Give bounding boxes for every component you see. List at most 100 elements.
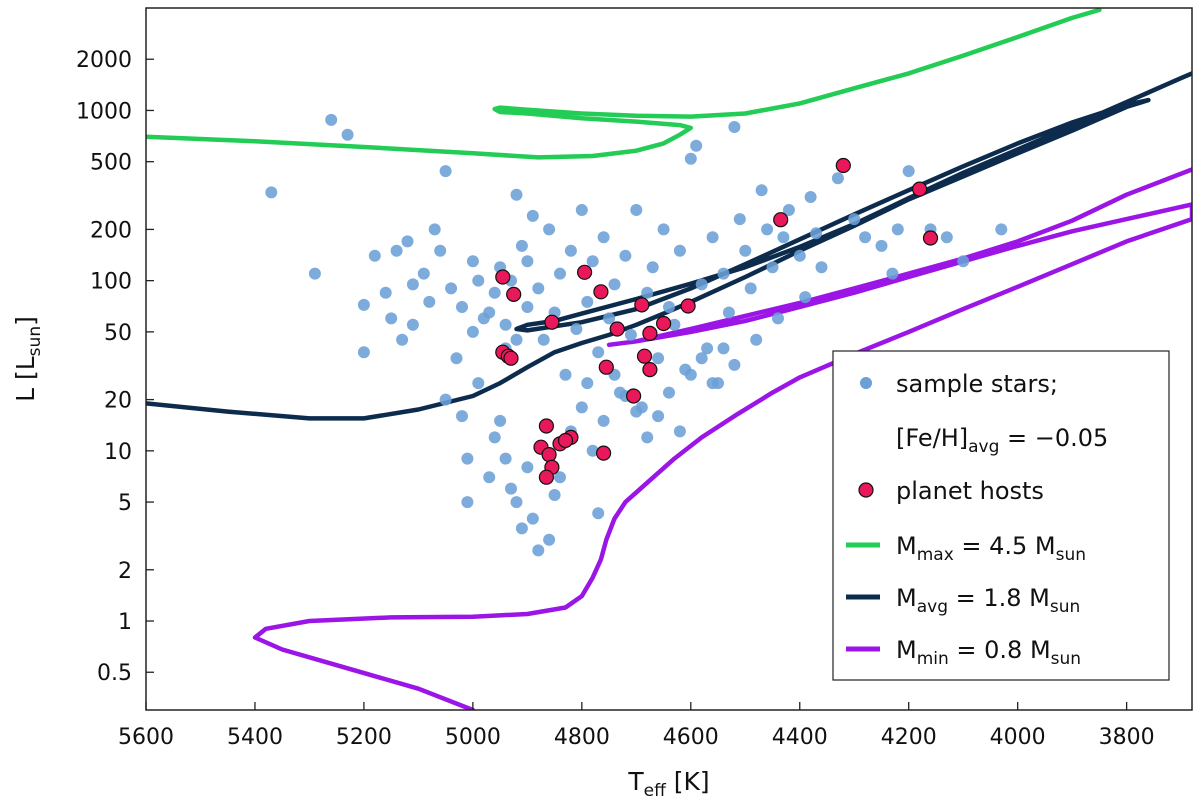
sample-star-point-64 [739, 244, 752, 257]
sample-star-point-25 [526, 209, 539, 222]
sample-star-point-124 [368, 249, 381, 262]
y-tick-label-1000: 1000 [76, 99, 132, 124]
sample-star-point-51 [668, 318, 681, 331]
sample-star-point-119 [472, 377, 485, 390]
sample-star-point-15 [461, 452, 474, 465]
planet-host-point-6 [576, 264, 593, 280]
sample-star-point-102 [575, 401, 588, 414]
sample-star-point-75 [804, 191, 817, 203]
planet-host-point-10 [642, 325, 658, 341]
sample-star-point-65 [744, 282, 757, 295]
sample-star-point-1 [308, 267, 321, 280]
sample-star-point-33 [570, 323, 583, 335]
planet-host-point-25 [557, 432, 574, 449]
sample-star-point-125 [379, 286, 392, 299]
sample-star-point-132 [466, 325, 479, 338]
sample-star-point-40 [608, 278, 621, 291]
sample-star-point-35 [581, 295, 594, 308]
sample-star-point-136 [510, 333, 523, 346]
x-tick-label-4400: 4400 [772, 725, 828, 750]
planet-host-point-7 [593, 284, 609, 300]
planet-host-point-20 [541, 447, 557, 463]
sample-star-point-100 [554, 471, 566, 484]
sample-star-point-9 [406, 278, 419, 291]
y-axis: 0.5 1 2 5 10 20 50 100 200 500 1000 2000 [76, 48, 154, 686]
sample-star-point-62 [728, 121, 741, 133]
track-line-2 [252, 167, 1192, 710]
sample-star-point-113 [673, 425, 686, 438]
sample-star-point-60 [717, 267, 730, 280]
planet-host-point-5 [544, 314, 560, 330]
sample-star-point-31 [559, 368, 572, 381]
sample-star-point-71 [777, 231, 790, 244]
sample-star-point-70 [772, 312, 784, 325]
sample-star-point-120 [456, 410, 468, 423]
legend-mmin-label: Mmin = 0.8 Msun [896, 636, 1081, 669]
y-tick-label-20: 20 [104, 389, 132, 414]
sample-star-point-90 [494, 414, 507, 427]
planet-host-point-8 [609, 321, 625, 337]
sample-star-point-39 [603, 312, 616, 325]
sample-star-point-32 [564, 244, 577, 257]
sample-star-point-87 [940, 231, 953, 244]
sample-star-point-13 [439, 165, 452, 178]
sample-star-point-126 [385, 312, 398, 325]
sample-star-point-46 [641, 286, 654, 299]
y-tick-label-0.5: 0.5 [97, 661, 132, 686]
sample-star-point-115 [695, 352, 708, 365]
y-tick-label-500: 500 [90, 151, 132, 176]
sample-star-point-14 [450, 352, 463, 365]
sample-star-point-57 [701, 342, 714, 355]
sample-star-point-98 [543, 533, 556, 546]
y-tick-label-10: 10 [104, 440, 132, 465]
planet-host-point-13 [636, 348, 653, 364]
track-line-0 [146, 8, 1102, 160]
sample-star-point-34 [575, 204, 588, 216]
sample-star-point-104 [586, 444, 599, 457]
y-tick-label-200: 200 [90, 218, 132, 243]
sample-star-point-110 [641, 431, 654, 444]
sample-star-point-122 [461, 496, 474, 509]
y-tick-label-1: 1 [118, 610, 132, 635]
sample-star-point-54 [684, 152, 697, 165]
track-line-1 [146, 71, 1192, 421]
sample-star-point-66 [750, 333, 763, 346]
legend-mmax-label: Mmax = 4.5 Msun [896, 532, 1086, 565]
sample-star-point-91 [488, 431, 501, 444]
sample-star-point-116 [706, 377, 719, 390]
sample-star-point-5 [357, 298, 370, 311]
y-tick-label-50: 50 [104, 321, 132, 346]
x-tick-label-4000: 4000 [990, 725, 1046, 750]
legend-planet-hosts-label: planet hosts [896, 477, 1044, 505]
sample-star-point-134 [483, 306, 496, 319]
sample-star-point-50 [663, 301, 675, 313]
sample-star-point-128 [417, 267, 430, 280]
sample-star-point-127 [396, 333, 409, 346]
planet-host-point-14 [642, 362, 658, 378]
sample-star-point-80 [859, 231, 872, 244]
legend: sample stars; [Fe/H]avg = −0.05 planet h… [832, 350, 1170, 681]
sample-star-point-16 [466, 255, 479, 268]
sample-star-point-24 [521, 301, 534, 313]
sample-star-point-67 [755, 184, 768, 197]
sample-star-point-109 [630, 405, 643, 418]
sample-star-point-129 [434, 244, 447, 257]
sample-star-point-28 [543, 223, 556, 236]
sample-star-point-103 [581, 377, 594, 390]
sample-star-point-68 [761, 223, 774, 236]
sample-star-point-37 [592, 346, 605, 359]
legend-sample-stars-marker [860, 377, 872, 389]
sample-star-point-55 [690, 139, 703, 152]
sample-star-point-0 [265, 186, 278, 199]
sample-star-point-4 [357, 346, 370, 359]
sample-star-point-84 [902, 165, 915, 178]
sample-star-point-89 [995, 223, 1008, 236]
x-tick-label-4200: 4200 [881, 725, 937, 750]
sample-star-point-73 [793, 249, 806, 262]
sample-star-point-43 [624, 328, 637, 341]
sample-star-point-96 [521, 461, 534, 474]
sample-star-point-88 [957, 255, 970, 268]
sample-star-point-76 [810, 227, 823, 240]
sample-star-point-61 [722, 306, 735, 319]
